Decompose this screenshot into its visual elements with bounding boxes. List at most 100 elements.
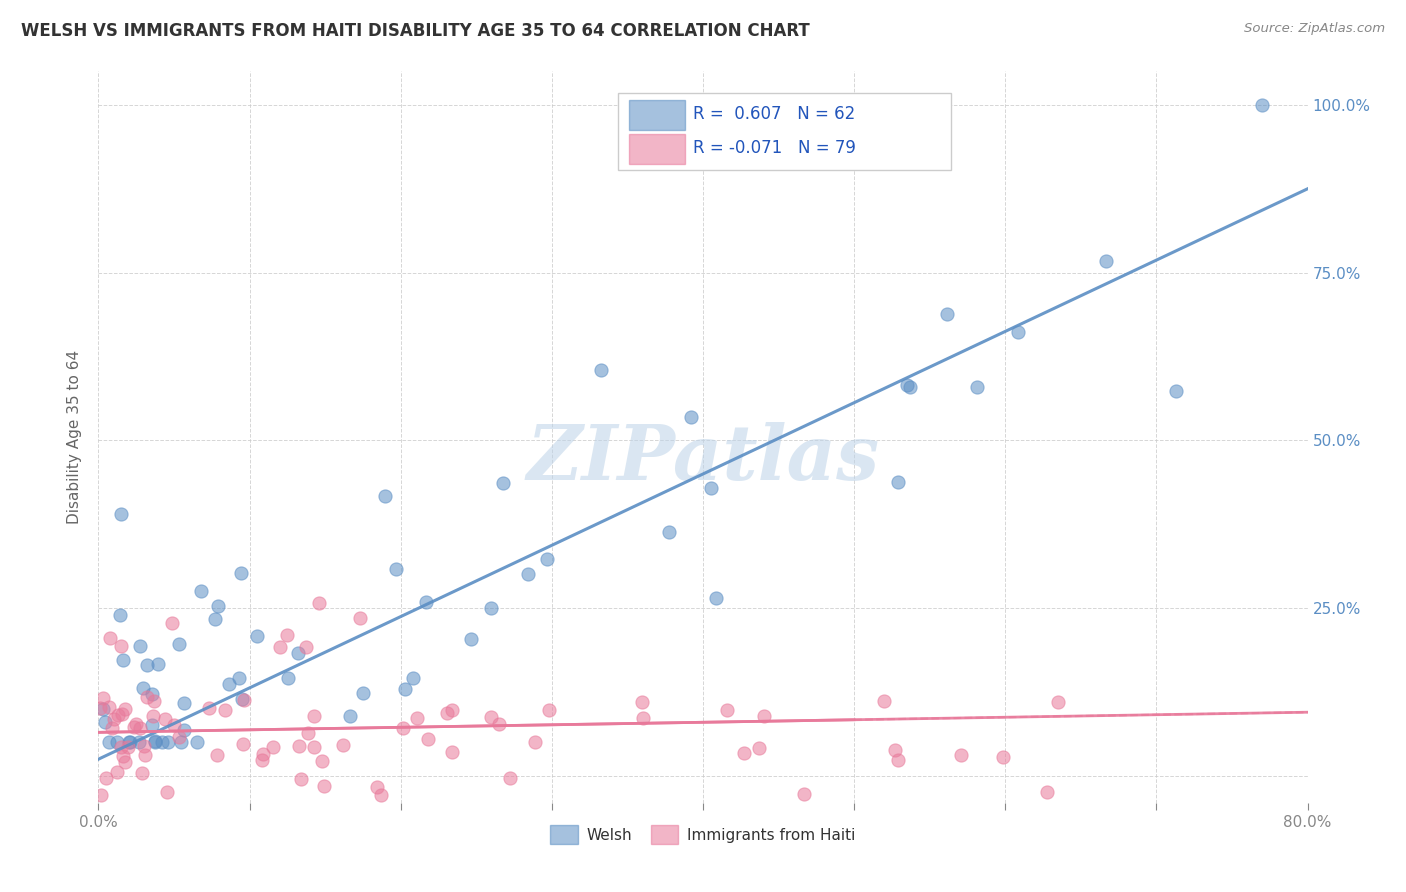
Point [98,631,121,645]
Point [231,692,253,706]
Point [186,735,208,749]
Point [105,765,128,780]
Point [98,700,121,714]
Point [415,595,437,609]
Point [302,708,325,723]
Legend: Welsh, Immigrants from Haiti: Welsh, Immigrants from Haiti [544,819,862,850]
Point [700,481,723,495]
Point [163,718,186,732]
Point [966,380,988,394]
Point [536,551,558,566]
Point [107,707,129,722]
Point [311,755,333,769]
Point [156,735,179,749]
Point [246,629,269,643]
Point [269,640,291,655]
Point [499,771,522,785]
Point [873,693,896,707]
Point [308,596,330,610]
Point [297,726,319,740]
Point [136,657,159,672]
Point [314,779,336,793]
Point [90,788,112,802]
Point [156,785,179,799]
Point [136,690,159,704]
Point [167,730,190,744]
Point [792,787,814,801]
Point [142,709,165,723]
Point [117,740,139,755]
Point [250,753,273,767]
Point [232,693,254,707]
Point [488,716,510,731]
Point [589,363,612,377]
Point [207,599,229,614]
Point [131,765,153,780]
Point [229,566,252,581]
Point [89,701,111,715]
Point [287,646,309,660]
Point [370,788,392,802]
Point [716,703,738,717]
Point [366,780,388,794]
Point [349,611,371,625]
Point [631,711,654,725]
Point [1251,98,1274,112]
Point [128,735,150,749]
Point [111,748,134,763]
Point [290,772,312,787]
Point [887,753,910,767]
Point [460,632,482,646]
Point [173,697,195,711]
Point [114,756,136,770]
Text: WELSH VS IMMIGRANTS FROM HAITI DISABILITY AGE 35 TO 64 CORRELATION CHART: WELSH VS IMMIGRANTS FROM HAITI DISABILIT… [21,22,810,40]
Point [1036,785,1059,799]
Point [733,746,755,760]
Point [517,566,540,581]
Point [111,707,134,722]
Point [146,657,169,672]
Point [391,721,413,735]
Point [94,714,117,729]
Text: ZIPatlas: ZIPatlas [526,422,880,496]
Point [150,735,173,749]
Point [436,706,458,720]
Point [418,731,440,746]
Point [91,690,114,705]
Point [118,735,141,749]
Point [110,739,132,754]
Point [373,489,395,503]
Point [1166,384,1188,399]
Point [394,682,416,697]
Point [991,750,1014,764]
Point [332,739,354,753]
Point [232,737,254,751]
Point [936,307,959,321]
Point [352,686,374,700]
Point [142,694,165,708]
FancyBboxPatch shape [630,134,685,163]
Point [524,734,547,748]
Point [141,687,163,701]
Point [704,591,727,605]
Point [145,735,167,749]
Point [276,671,298,685]
Point [1047,695,1070,709]
Point [441,703,464,717]
Point [105,735,128,749]
Point [898,380,921,394]
Y-axis label: Disability Age 35 to 64: Disability Age 35 to 64 [67,350,83,524]
Point [143,734,166,748]
Point [169,637,191,651]
Point [170,735,193,749]
Point [173,723,195,737]
Point [94,772,117,786]
Point [748,741,770,756]
Point [1007,325,1029,339]
Point [112,653,135,667]
Point [479,600,502,615]
Point [91,702,114,716]
Point [141,718,163,732]
Point [679,410,702,425]
Point [198,701,221,715]
